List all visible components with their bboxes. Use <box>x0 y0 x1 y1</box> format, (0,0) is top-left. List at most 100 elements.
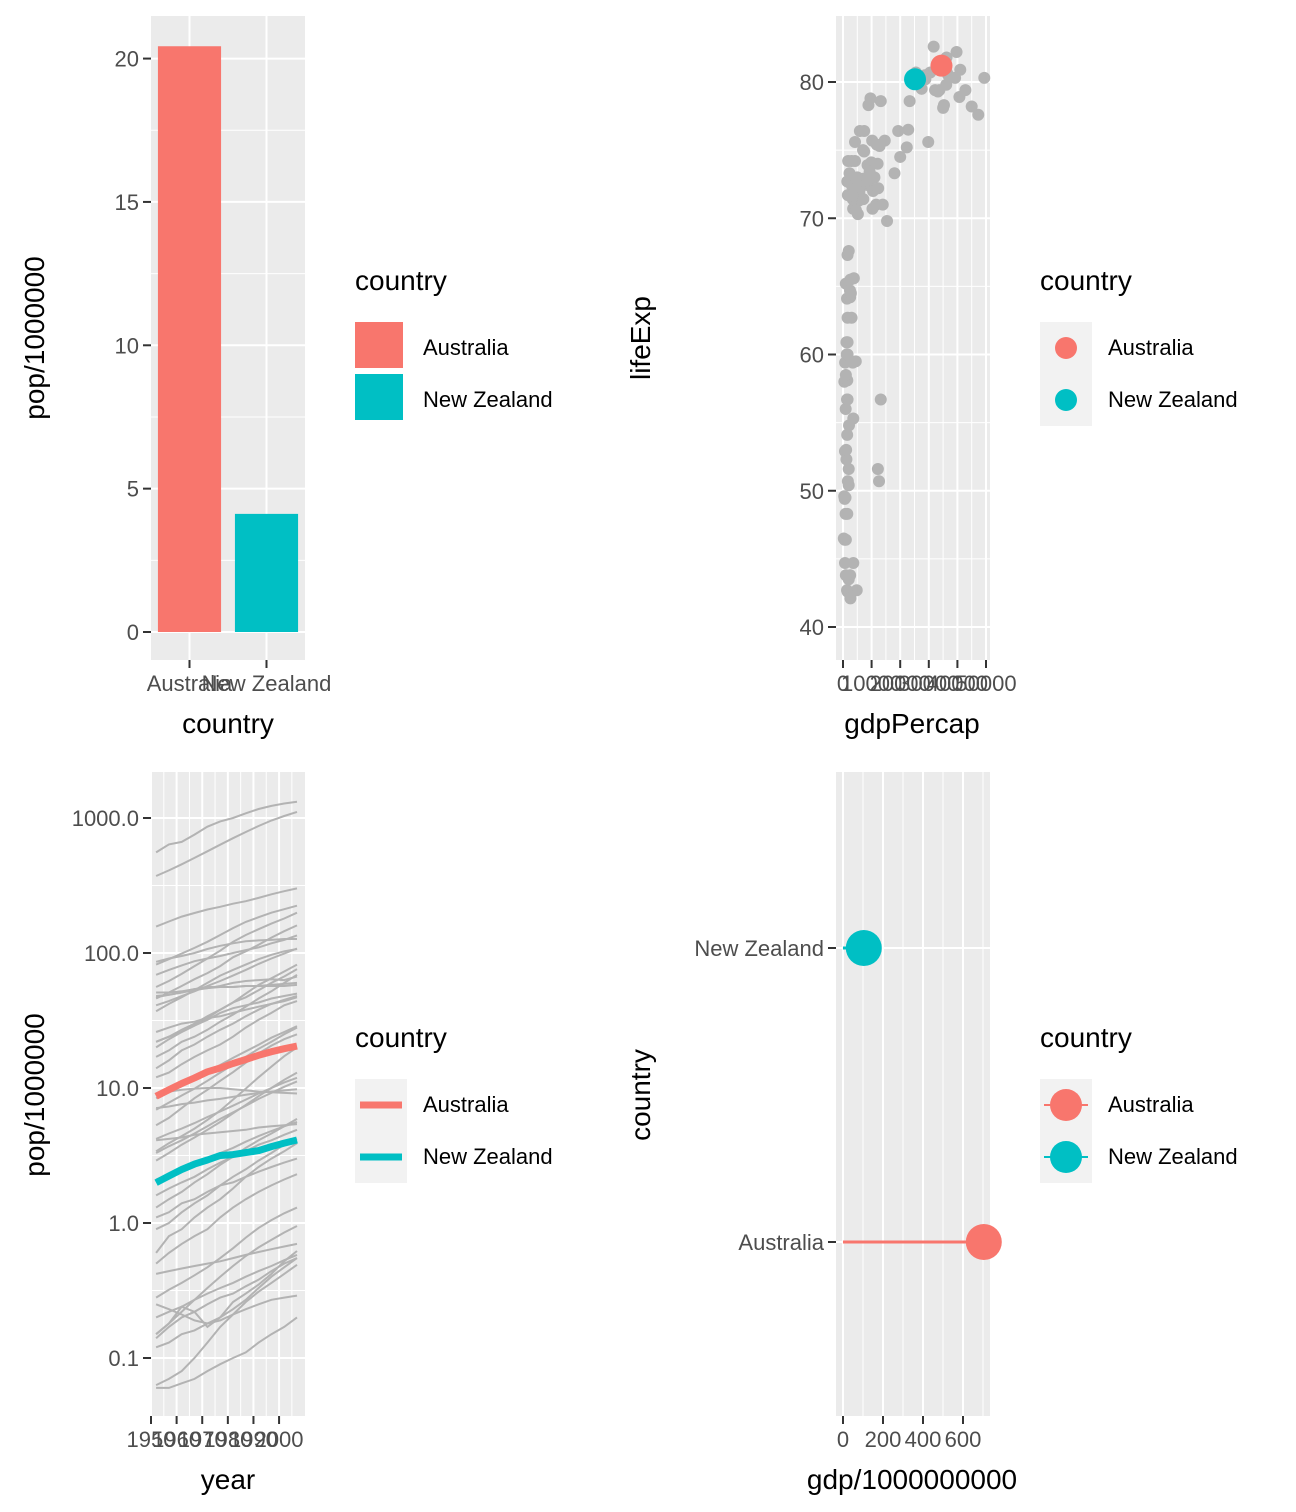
series-line <box>156 983 298 997</box>
data-point <box>850 584 863 597</box>
data-point <box>876 198 889 211</box>
series-line <box>155 947 298 1007</box>
x-tick-label: 400 <box>905 1427 942 1452</box>
data-point <box>978 71 991 84</box>
legend-point <box>1050 1089 1082 1121</box>
x-axis-title: year <box>201 1464 255 1495</box>
line-new-zealand <box>154 1136 298 1186</box>
legend-swatch <box>355 322 403 368</box>
y-axis-title: pop/1000000 <box>19 256 50 420</box>
data-point <box>846 189 859 202</box>
legend-key-new-zealand: New Zealand <box>1040 1131 1238 1183</box>
x-tick-label: 1990 <box>229 1427 278 1452</box>
data-point <box>845 311 858 324</box>
data-point <box>844 287 857 300</box>
series-line <box>155 934 298 976</box>
series-line <box>155 1257 298 1340</box>
series-line <box>155 1242 298 1275</box>
data-point <box>866 202 879 215</box>
data-point <box>965 100 978 113</box>
data-point <box>849 135 862 148</box>
series-line <box>155 911 298 988</box>
point-australia <box>930 54 953 77</box>
y-tick-label: New Zealand <box>694 936 824 961</box>
data-point <box>845 155 858 168</box>
x-tick-label: 1970 <box>178 1427 227 1452</box>
y-tick-label: 80 <box>800 70 824 95</box>
data-point <box>881 214 894 227</box>
y-tick-label: 1.0 <box>108 1211 139 1236</box>
y-axis-title: country <box>625 1049 656 1141</box>
x-tick-label: 0 <box>837 1427 849 1452</box>
data-point <box>857 193 870 206</box>
data-point <box>843 419 856 432</box>
y-tick-label: 0 <box>127 620 139 645</box>
series-line <box>155 995 298 1070</box>
line-australia <box>154 1042 298 1100</box>
data-point <box>844 592 857 605</box>
data-point <box>839 556 852 569</box>
series-line <box>155 1173 298 1265</box>
data-point <box>858 125 871 138</box>
panel-background <box>836 772 990 1416</box>
data-point <box>874 95 887 108</box>
x-tick-label: New Zealand <box>202 671 332 696</box>
bar-australia <box>157 46 222 633</box>
data-point <box>840 443 853 456</box>
data-point <box>888 167 901 180</box>
x-tick-label: 1960 <box>152 1427 201 1452</box>
x-axis-title: gdp/1000000000 <box>807 1464 1017 1495</box>
legend-key-australia: Australia <box>355 322 509 368</box>
series-line <box>155 904 298 966</box>
x-axis-title: gdpPercap <box>844 708 979 739</box>
series-line <box>155 1123 298 1142</box>
y-tick-label: 60 <box>800 343 824 368</box>
x-tick-label: 30000 <box>898 671 959 696</box>
data-point <box>842 462 855 475</box>
legend-key-new-zealand: New Zealand <box>1040 374 1238 426</box>
data-point <box>872 182 885 195</box>
series-line <box>155 1071 298 1162</box>
data-point <box>927 40 940 53</box>
data-point <box>839 491 852 504</box>
data-point <box>937 101 950 114</box>
data-point <box>844 273 857 286</box>
data-point <box>871 462 884 475</box>
lollipop-chart-gdp: Australia New Zealand 0 200 400 600 gdp/100000… <box>625 772 1238 1495</box>
x-tick-label: 600 <box>945 1427 982 1452</box>
legend-point <box>1055 337 1077 359</box>
x-tick-label: 0 <box>837 671 849 696</box>
y-tick-label: 50 <box>800 479 824 504</box>
data-point <box>849 172 862 185</box>
point-new-zealand <box>904 68 927 91</box>
series-line <box>156 1316 298 1389</box>
data-point <box>842 244 855 257</box>
legend-title: country <box>355 265 447 296</box>
legend-label: New Zealand <box>1108 1144 1238 1169</box>
legend-title: country <box>1040 1022 1132 1053</box>
data-point <box>972 108 985 121</box>
data-point <box>839 569 852 582</box>
data-point <box>849 204 862 217</box>
x-tick-label: 1980 <box>203 1427 252 1452</box>
y-tick-label: 1000.0 <box>72 806 139 831</box>
series-line <box>155 1142 298 1254</box>
series-line <box>155 800 298 854</box>
data-point <box>950 46 963 59</box>
series-line <box>155 1000 298 1079</box>
y-tick-label: 15 <box>115 190 139 215</box>
x-tick-label: 40000 <box>927 671 988 696</box>
data-point <box>903 95 916 108</box>
series-line <box>155 992 298 1043</box>
legend-key-new-zealand: New Zealand <box>355 374 553 420</box>
y-tick-label: 20 <box>115 47 139 72</box>
data-point <box>857 144 870 157</box>
lollipop-point-new-zealand <box>845 930 882 966</box>
series-line <box>155 887 298 928</box>
lollipop-point-australia <box>965 1224 1002 1260</box>
data-point <box>894 150 907 163</box>
legend-key-australia: Australia <box>1040 1079 1194 1131</box>
data-point <box>839 507 852 520</box>
